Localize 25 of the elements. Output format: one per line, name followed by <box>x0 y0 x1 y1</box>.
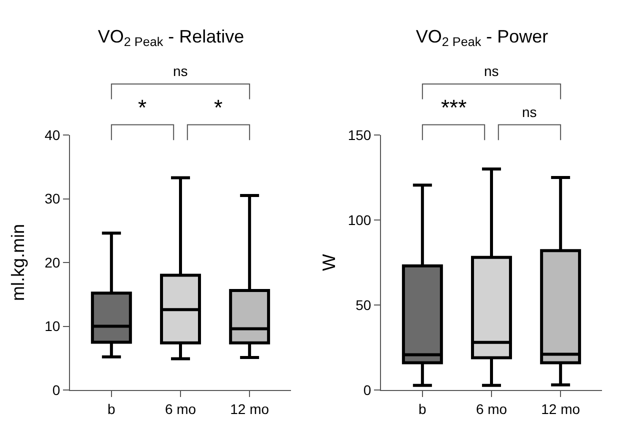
x-tick-label: 12 mo <box>541 400 580 417</box>
x-tick-label: 6 mo <box>476 400 508 417</box>
y-tick-label: 100 <box>348 212 372 228</box>
y-axis-title: W <box>319 254 339 271</box>
x-tick-label: 12 mo <box>230 400 270 417</box>
chart-title: VO$_{2 Peak}$ - Relative <box>98 26 244 50</box>
y-tick-label: 0 <box>363 382 372 398</box>
text: ns <box>522 104 537 120</box>
text: ns <box>173 63 188 79</box>
chart-title: VO$_{2 Peak}$ - Power <box>416 26 548 50</box>
y-tick-label: 30 <box>44 190 60 207</box>
y-tick-label: 40 <box>44 126 60 143</box>
y-axis-title: ml.kg.min <box>8 224 28 302</box>
y-tick-label: 150 <box>348 126 372 143</box>
y-tick-label: 20 <box>44 254 60 270</box>
y-tick-label: 50 <box>356 296 372 313</box>
text: * <box>214 95 223 120</box>
y-tick-label: 10 <box>44 318 60 334</box>
x-tick-label: b <box>418 400 427 417</box>
x-tick-label: b <box>108 400 116 417</box>
x-tick-label: 6 mo <box>164 400 196 417</box>
text: *** <box>441 95 468 120</box>
text: ns <box>484 63 499 79</box>
y-tick-label: 0 <box>52 382 60 398</box>
text: * <box>138 95 147 120</box>
